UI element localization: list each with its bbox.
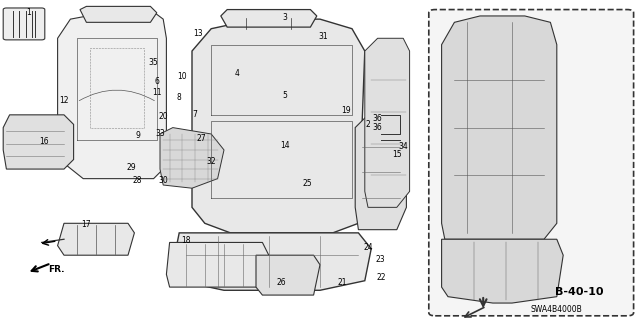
Text: 16: 16 — [38, 137, 49, 146]
Text: 28: 28 — [133, 176, 142, 185]
Text: 24: 24 — [363, 243, 373, 252]
Text: 12: 12 — [60, 96, 68, 105]
Polygon shape — [192, 19, 365, 233]
Text: 10: 10 — [177, 72, 188, 81]
Text: 2: 2 — [365, 120, 371, 129]
Text: 21: 21 — [338, 278, 347, 287]
Text: 31: 31 — [318, 32, 328, 41]
Text: 6: 6 — [154, 77, 159, 86]
FancyBboxPatch shape — [3, 8, 45, 40]
Text: 23: 23 — [376, 256, 386, 264]
Text: 26: 26 — [276, 278, 287, 287]
Text: 36: 36 — [372, 123, 383, 132]
Text: 13: 13 — [193, 29, 204, 38]
Text: 22: 22 — [376, 273, 385, 282]
Text: 1: 1 — [26, 8, 31, 17]
Text: 11: 11 — [152, 88, 161, 97]
Text: 15: 15 — [392, 150, 402, 159]
Text: 36: 36 — [372, 114, 383, 122]
Text: 8: 8 — [177, 93, 182, 102]
Text: 34: 34 — [398, 142, 408, 151]
FancyBboxPatch shape — [429, 10, 634, 316]
Text: 4: 4 — [234, 69, 239, 78]
Text: 5: 5 — [282, 91, 287, 100]
Text: 32: 32 — [206, 157, 216, 166]
Polygon shape — [355, 115, 406, 230]
Polygon shape — [442, 16, 557, 239]
Polygon shape — [58, 10, 166, 179]
Polygon shape — [58, 223, 134, 255]
Polygon shape — [160, 128, 224, 188]
Text: 3: 3 — [282, 13, 287, 22]
Text: 7: 7 — [193, 110, 198, 119]
Polygon shape — [3, 115, 74, 169]
Polygon shape — [80, 6, 157, 22]
Polygon shape — [365, 38, 410, 207]
Polygon shape — [173, 233, 371, 290]
Text: 20: 20 — [158, 112, 168, 121]
Text: 33: 33 — [155, 130, 165, 138]
Text: 29: 29 — [126, 163, 136, 172]
Text: 25: 25 — [302, 179, 312, 188]
Text: 35: 35 — [148, 58, 159, 67]
Text: 17: 17 — [81, 220, 92, 229]
Text: 9: 9 — [135, 131, 140, 140]
Polygon shape — [166, 242, 269, 287]
Text: 14: 14 — [280, 141, 290, 150]
Polygon shape — [442, 239, 563, 303]
Text: SWA4B4000B: SWA4B4000B — [531, 305, 582, 314]
Text: FR.: FR. — [48, 265, 65, 274]
Polygon shape — [221, 10, 317, 27]
Text: 18: 18 — [181, 236, 190, 245]
Text: 27: 27 — [196, 134, 207, 143]
Text: 19: 19 — [340, 106, 351, 115]
Polygon shape — [256, 255, 320, 295]
Text: 30: 30 — [158, 176, 168, 185]
Text: B-40-10: B-40-10 — [555, 287, 604, 297]
